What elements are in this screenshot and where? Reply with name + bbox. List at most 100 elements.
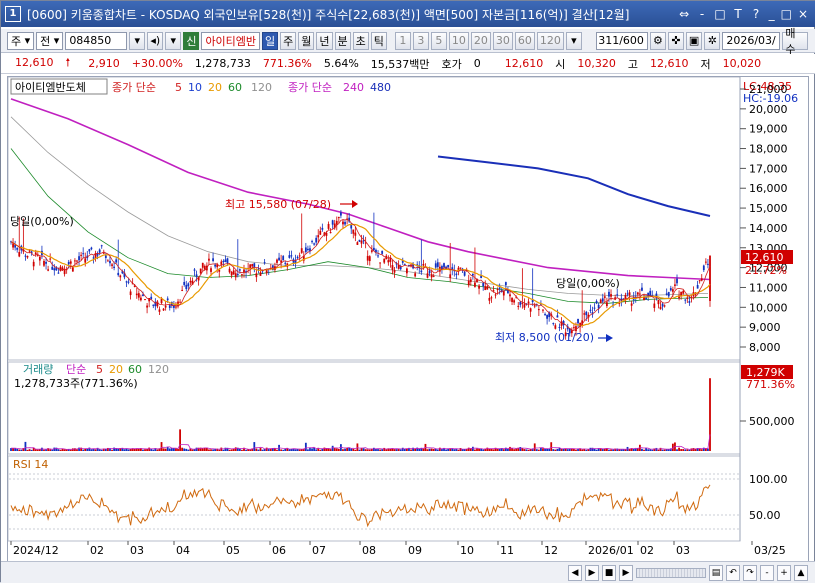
code-search-button[interactable]: ▾: [129, 31, 146, 50]
volume-bar: [298, 449, 301, 451]
volume-bar: [504, 447, 507, 451]
save-icon[interactable]: ▣: [685, 31, 703, 50]
period-minute[interactable]: 분: [334, 31, 351, 50]
stop-button[interactable]: ■: [602, 564, 616, 581]
buy-button[interactable]: 매수: [782, 27, 809, 56]
candle-body: [688, 301, 691, 303]
gear-icon[interactable]: ✲: [704, 31, 721, 50]
zoom-in-button[interactable]: +: [777, 564, 791, 581]
volume-bar: [500, 448, 503, 451]
candle-body: [249, 264, 252, 270]
font-icon[interactable]: T: [734, 7, 742, 21]
stock-name-field[interactable]: 아이티엠반: [201, 31, 261, 50]
market-select[interactable]: 주 ▾: [7, 31, 35, 50]
volume-bar: [492, 449, 495, 451]
volume-ma-120: 120: [148, 363, 169, 376]
scroll-left-button[interactable]: ◀: [568, 564, 582, 581]
interval-5[interactable]: 5: [430, 31, 447, 50]
scroll-right-button[interactable]: ▶: [585, 564, 599, 581]
candle-body: [696, 285, 699, 289]
order-type-select[interactable]: 전 ▾: [36, 31, 64, 50]
period-week[interactable]: 주: [280, 31, 297, 50]
volume-bar: [208, 449, 210, 451]
sound-icon[interactable]: ◂): [147, 31, 164, 50]
volume-bar: [74, 448, 76, 451]
candle-body: [676, 278, 678, 284]
interval-60[interactable]: 60: [514, 31, 535, 50]
candle-body: [117, 272, 120, 276]
period-second[interactable]: 초: [352, 31, 369, 50]
window-id-icon: 1: [5, 6, 21, 22]
play-button[interactable]: ▶: [619, 564, 633, 581]
interval-30[interactable]: 30: [492, 31, 513, 50]
close-button[interactable]: ×: [797, 7, 808, 21]
interval-120[interactable]: 120: [536, 31, 564, 50]
candle-body: [156, 301, 159, 307]
toggle-icon[interactable]: ▤: [709, 564, 723, 581]
volume-bar: [12, 448, 14, 451]
candle-body: [340, 212, 342, 216]
chart-up-button[interactable]: ▲: [794, 564, 808, 581]
arrow-icon[interactable]: ▾: [165, 31, 182, 50]
help-icon[interactable]: ?: [752, 7, 760, 21]
volume-bar: [564, 448, 567, 451]
interval-10[interactable]: 10: [448, 31, 469, 50]
interval-20[interactable]: 20: [470, 31, 491, 50]
candle-body: [618, 302, 621, 304]
minimize-button[interactable]: _: [768, 7, 775, 21]
volume-bar: [63, 449, 66, 451]
candle-body: [509, 294, 511, 297]
trade-volume: 1,278,733: [194, 57, 251, 70]
volume-bar: [676, 449, 678, 451]
link-icon[interactable]: ⇔: [679, 7, 690, 21]
chart-area[interactable]: 아이티엠반도체 종가 단순 5 10 20 60 120 종가 단순 240 4…: [7, 76, 809, 563]
period-year[interactable]: 년: [316, 31, 333, 50]
interval-3[interactable]: 3: [412, 31, 429, 50]
page-counter[interactable]: 311/600: [595, 31, 648, 50]
recent-label: 당일(0,00%): [556, 276, 620, 290]
period-month[interactable]: 월: [298, 31, 315, 50]
interval-dropdown[interactable]: ▾: [565, 31, 582, 50]
volume-bar: [608, 449, 610, 451]
arrow-right-icon[interactable]: ↷: [743, 564, 757, 581]
candle-body: [620, 298, 623, 302]
candle-body: [18, 252, 21, 257]
chart-canvas[interactable]: 아이티엠반도체 종가 단순 5 10 20 60 120 종가 단순 240 4…: [7, 76, 808, 562]
crosshair-icon[interactable]: ✜: [667, 31, 684, 50]
volume-bar: [20, 449, 23, 451]
volume-bar: [449, 448, 452, 451]
candle-body: [616, 294, 619, 296]
price-tag: [741, 250, 793, 264]
code-input[interactable]: 084850: [65, 31, 128, 50]
candle-body: [342, 221, 344, 225]
volume-bar: [641, 448, 643, 451]
volume-bar: [267, 449, 270, 451]
volume-bar: [290, 448, 293, 451]
legend-stock-name: 아이티엠반도체: [15, 81, 86, 94]
pin-icon[interactable]: □: [714, 7, 726, 21]
candle-body: [82, 253, 85, 255]
zoom-out-button[interactable]: -: [760, 564, 774, 581]
candle-body: [669, 288, 672, 291]
candle-body: [430, 274, 433, 278]
zoom-slider[interactable]: [636, 567, 706, 578]
period-day[interactable]: 일: [262, 31, 279, 50]
volume-bar: [700, 449, 703, 451]
settings-icon[interactable]: ⚙: [649, 31, 666, 50]
volume-bar: [166, 447, 169, 451]
minus-icon[interactable]: -: [699, 7, 705, 21]
maximize-button[interactable]: □: [780, 7, 792, 21]
price-axis: 21,000 20,000 19,000 18,000 17,000 16,000 15,0…: [740, 83, 788, 354]
period-tick[interactable]: 틱: [370, 31, 387, 50]
title-bar[interactable]: 1 [0600] 키움종합차트 - KOSDAQ 외국인보유[528(천)] 주…: [1, 1, 815, 27]
arrow-left-icon[interactable]: ↶: [726, 564, 740, 581]
volume-bar: [375, 448, 377, 451]
candle-body: [282, 256, 285, 261]
volume-bar: [26, 449, 29, 451]
interval-1[interactable]: 1: [394, 31, 411, 50]
volume-ma-line: [10, 434, 711, 450]
candle-body: [111, 264, 113, 266]
volume-bar: [451, 448, 454, 451]
date-input[interactable]: 2026/03/: [722, 31, 781, 50]
volume-bar: [463, 449, 466, 451]
